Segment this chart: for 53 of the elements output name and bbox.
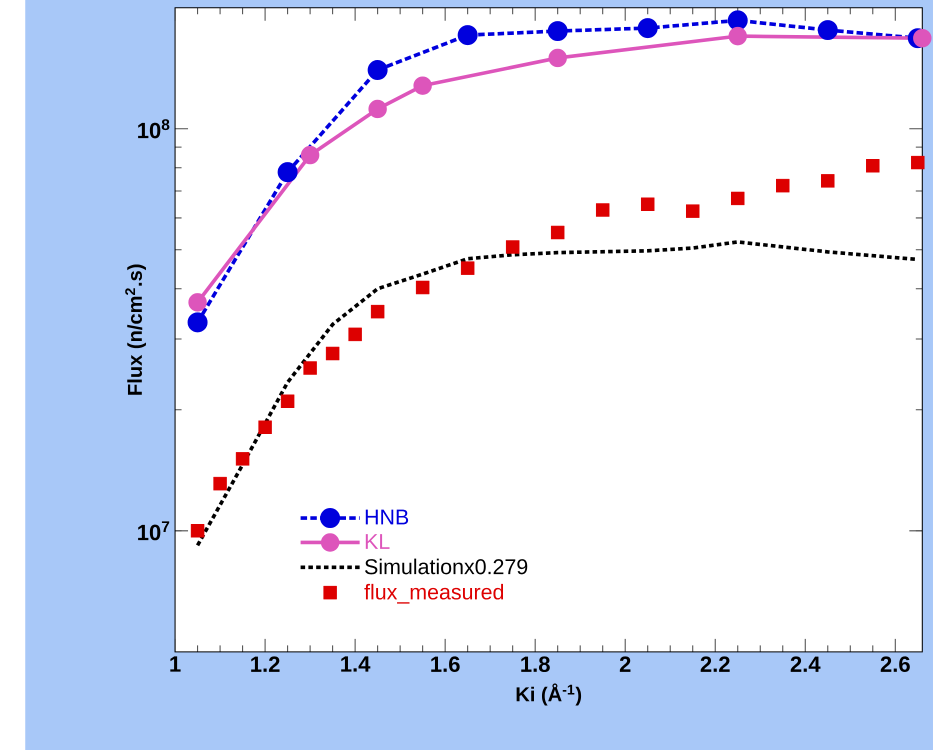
y-tick-label: 10$^{7}$: [138, 521, 170, 540]
legend-label: Simulationx0.279: [365, 558, 528, 574]
point: [416, 280, 430, 294]
point: [300, 146, 320, 164]
x-tick-label: 2.4: [790, 656, 820, 672]
point: [258, 420, 272, 434]
point: [686, 204, 700, 218]
x-tick-label: 1.2: [251, 656, 280, 672]
legend-label: HNB: [366, 510, 408, 524]
legend-label: flux_measured: [364, 584, 504, 604]
point: [368, 60, 388, 80]
point: [278, 162, 298, 182]
point: [348, 328, 362, 342]
point: [776, 178, 790, 192]
x-tick-label: 1.4: [341, 656, 370, 672]
y-axis-title: Flux (n/cm$^{2}$.s): [125, 264, 146, 395]
x-tick-label: 2.2: [700, 656, 730, 672]
point: [236, 452, 250, 466]
point: [280, 394, 294, 408]
point: [730, 192, 744, 206]
x-tick-label: 1.6: [431, 656, 460, 672]
point: [818, 20, 838, 40]
point: [640, 197, 654, 211]
point: [303, 361, 317, 375]
legend-label: KL: [366, 534, 390, 549]
point: [638, 18, 658, 38]
point: [866, 158, 880, 172]
point: [821, 174, 835, 188]
point: [190, 524, 204, 538]
x-tick-label: 2: [620, 656, 630, 672]
point: [188, 312, 208, 332]
point: [911, 156, 925, 170]
point: [213, 476, 227, 490]
point: [370, 304, 384, 318]
x-tick-label: 1: [170, 656, 181, 672]
point: [506, 240, 520, 254]
point: [728, 10, 748, 30]
point: [913, 28, 932, 48]
y-tick-label: 10$^{8}$: [138, 119, 170, 138]
point: [728, 26, 747, 46]
point: [460, 261, 474, 275]
point: [368, 100, 387, 118]
x-tick-label: 2.6: [880, 656, 910, 672]
x-tick-label: 1.8: [521, 656, 550, 672]
x-axis-title: Ki (Å$^{-1}$): [516, 683, 582, 706]
point: [188, 293, 207, 312]
point: [326, 346, 340, 360]
point: [548, 48, 567, 68]
point: [548, 21, 568, 41]
point: [550, 226, 564, 240]
point: [596, 203, 610, 217]
point: [413, 76, 432, 95]
point: [458, 25, 478, 46]
